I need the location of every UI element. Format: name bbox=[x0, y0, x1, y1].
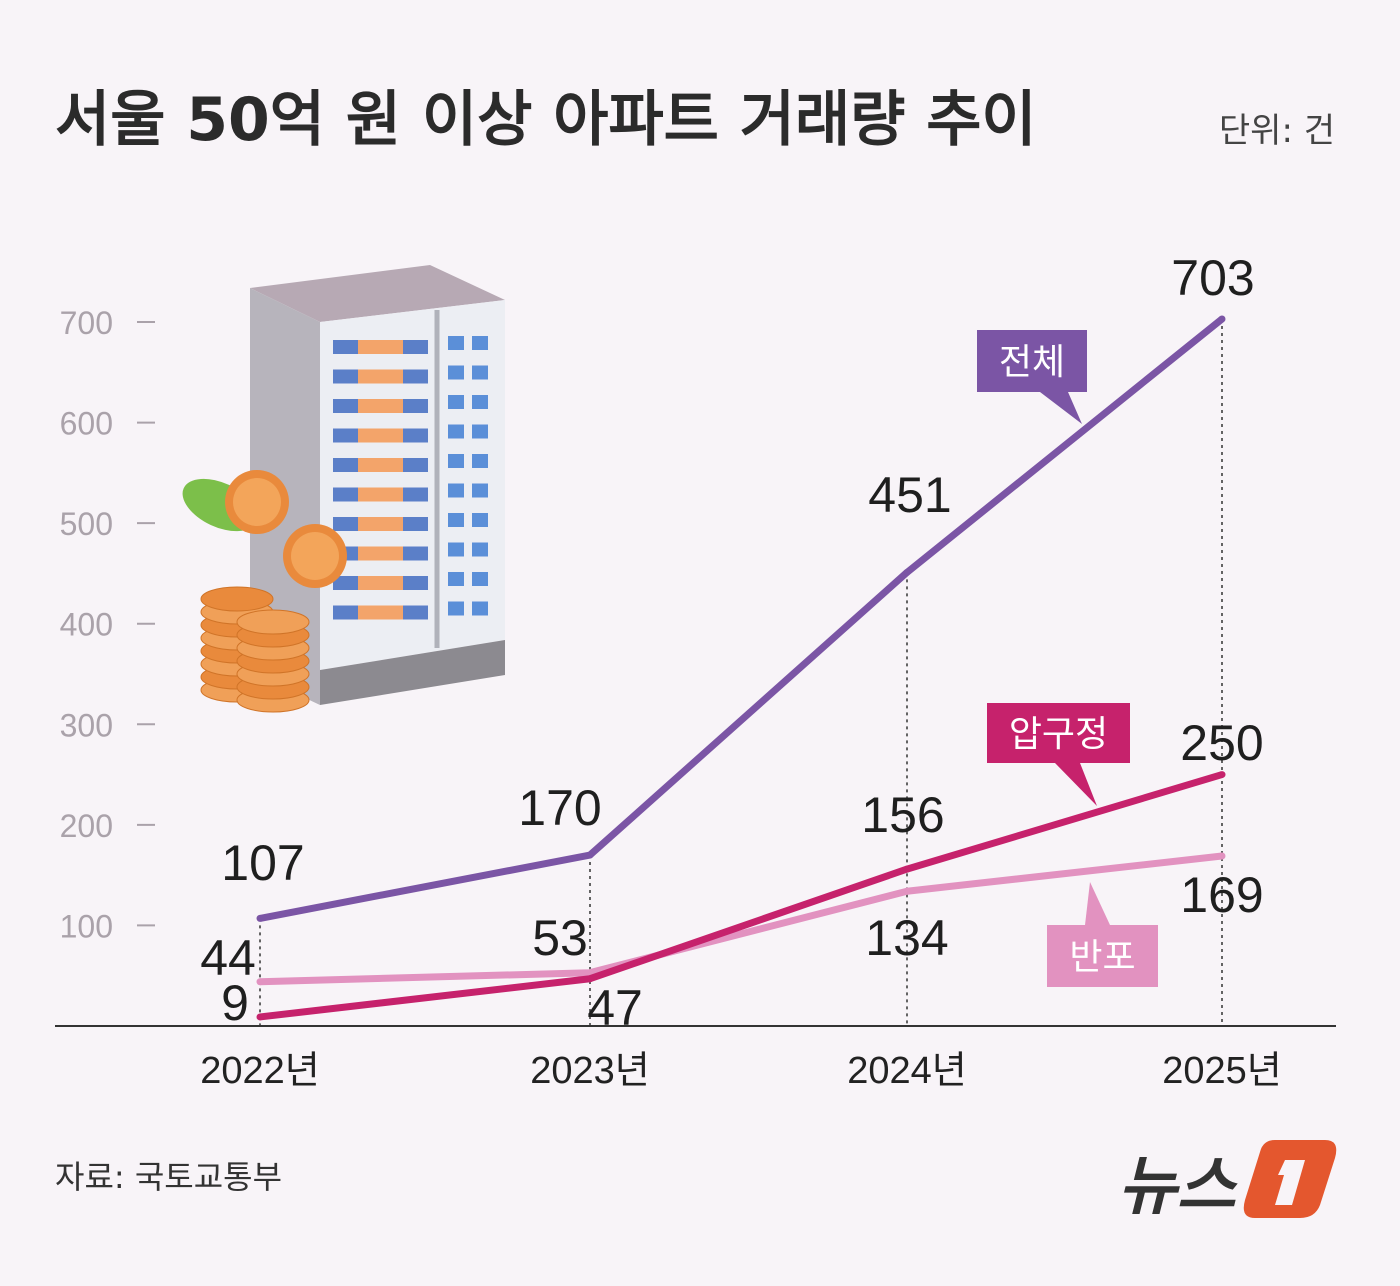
y-tick-label: 400 bbox=[60, 607, 113, 643]
data-point bbox=[903, 865, 911, 873]
x-tick-label: 2024년 bbox=[847, 1050, 967, 1092]
unit-label: 단위: 건 bbox=[1219, 111, 1335, 151]
data-label: 250 bbox=[1180, 715, 1263, 771]
data-point bbox=[903, 568, 911, 576]
y-tick-label: 100 bbox=[60, 908, 113, 944]
data-point bbox=[256, 978, 264, 986]
data-label: 170 bbox=[518, 780, 601, 836]
y-tick-label: 300 bbox=[60, 707, 113, 743]
data-point bbox=[256, 914, 264, 922]
y-tick-label: 700 bbox=[60, 305, 113, 341]
series-name-label: 반포 bbox=[1069, 937, 1135, 978]
callout-pointer bbox=[1055, 763, 1097, 806]
callout-box bbox=[987, 703, 1130, 763]
data-point bbox=[903, 887, 911, 895]
x-tick-label: 2022년 bbox=[200, 1050, 320, 1092]
data-point bbox=[586, 975, 594, 983]
series-name-label: 전체 bbox=[999, 342, 1065, 383]
data-label: 451 bbox=[868, 467, 951, 523]
data-label: 156 bbox=[861, 787, 944, 843]
series-line-2 bbox=[259, 852, 1223, 986]
data-label: 134 bbox=[865, 910, 948, 966]
data-point bbox=[586, 851, 594, 859]
data-point bbox=[1218, 771, 1226, 779]
x-tick-label: 2025년 bbox=[1162, 1050, 1282, 1092]
series-line-0 bbox=[259, 316, 1225, 922]
y-tick-label: 600 bbox=[60, 406, 113, 442]
data-point bbox=[256, 1013, 264, 1021]
axes: 100 200 300 400 500 600 700 2022년 2023년 2024년 2025… bbox=[55, 305, 1336, 1092]
data-label: 107 bbox=[221, 835, 304, 891]
source-label: 자료: 국토교통부 bbox=[55, 1158, 282, 1196]
callout-pointer bbox=[1040, 392, 1082, 424]
series-line-1 bbox=[259, 771, 1224, 1021]
data-label: 44 bbox=[200, 930, 256, 986]
data-point bbox=[1218, 315, 1226, 323]
callout-box bbox=[1047, 925, 1158, 987]
data-label: 53 bbox=[532, 910, 588, 966]
data-labels: 107 170 451 703 9 47 156 250 44 53 134 169 bbox=[200, 250, 1264, 1036]
series-lines bbox=[256, 315, 1226, 1021]
news1-logo: 뉴스 bbox=[1118, 1140, 1337, 1224]
data-label: 9 bbox=[221, 975, 249, 1031]
series-name-label: 압구정 bbox=[1009, 714, 1108, 755]
data-label: 169 bbox=[1180, 867, 1263, 923]
y-tick-label: 200 bbox=[60, 808, 113, 844]
callout-box bbox=[977, 330, 1087, 392]
building-illustration bbox=[182, 265, 505, 713]
callout-pointer bbox=[1085, 882, 1110, 925]
chart-title: 서울 50억 원 이상 아파트 거래량 추이 bbox=[55, 85, 1037, 155]
x-tick-label: 2023년 bbox=[530, 1050, 650, 1092]
data-point bbox=[1218, 852, 1226, 860]
guide-lines bbox=[259, 318, 1223, 1026]
y-tick-label: 500 bbox=[60, 506, 113, 542]
data-label: 47 bbox=[587, 980, 643, 1036]
svg-text:뉴스: 뉴스 bbox=[1118, 1150, 1238, 1224]
data-label: 703 bbox=[1171, 250, 1254, 306]
